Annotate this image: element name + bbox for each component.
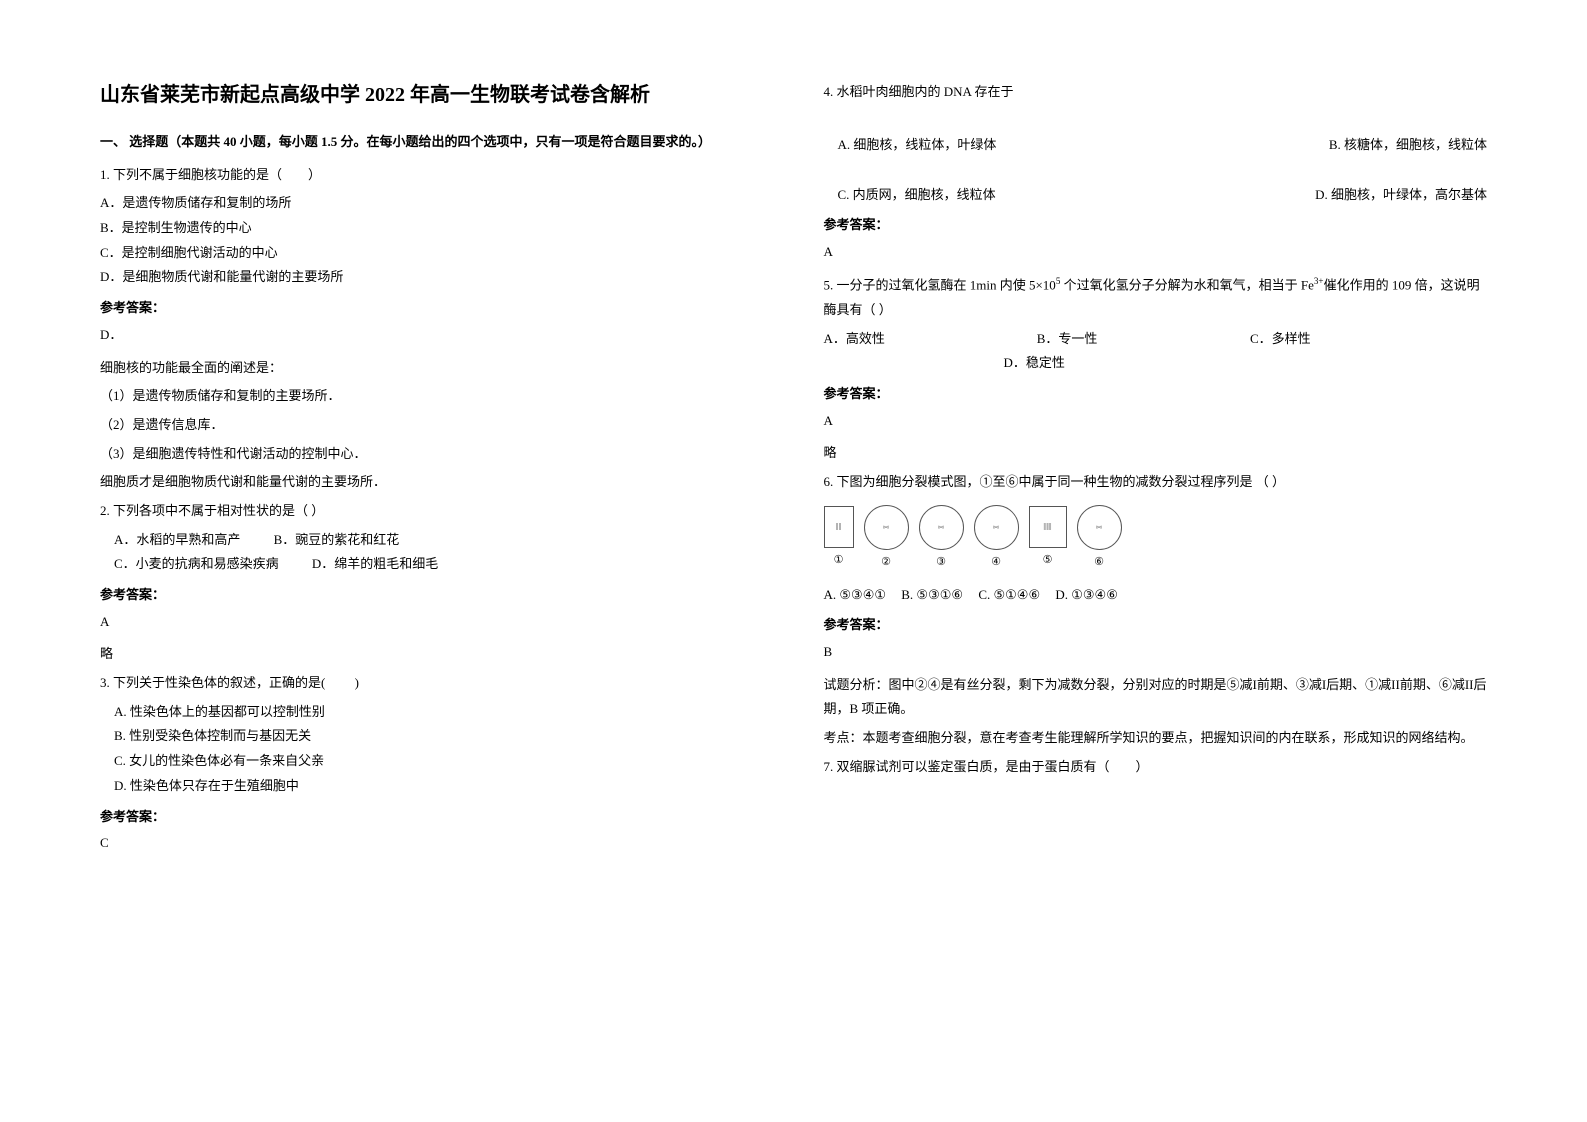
q2-opt-a: A．水稻的早熟和高产 — [114, 528, 240, 553]
q1-text: 1. 下列不属于细胞核功能的是（ ） — [100, 163, 764, 188]
cell-6-label: ⑥ — [1077, 552, 1122, 573]
q1-opt-a: A．是遗传物质储存和复制的场所 — [100, 191, 764, 216]
q6-opt-b: B. ⑤③①⑥ — [901, 583, 963, 608]
question-2: 2. 下列各项中不属于相对性状的是（ ） A．水稻的早熟和高产 B．豌豆的紫花和… — [100, 499, 764, 667]
cell-6-shape: ⑅ — [1077, 505, 1122, 550]
q6-answer: B — [824, 640, 1488, 665]
cell-5: ‖‖‖ ⑤ — [1029, 506, 1067, 571]
q6-answer-label: 参考答案： — [824, 613, 1488, 638]
q6-opt-c: C. ⑤①④⑥ — [978, 583, 1040, 608]
exam-title: 山东省莱芜市新起点高级中学 2022 年高一生物联考试卷含解析 — [100, 80, 764, 110]
q4-answer: A — [824, 240, 1488, 265]
q4-opt-d: D. 细胞核，叶绿体，高尔基体 — [1315, 183, 1487, 208]
q2-opt-d: D．绵羊的粗毛和细毛 — [312, 552, 438, 577]
q4-text: 4. 水稻叶肉细胞内的 DNA 存在于 — [824, 80, 1488, 105]
q3-opt-a: A. 性染色体上的基因都可以控制性别 — [114, 700, 764, 725]
q4-options: A. 细胞核，线粒体，叶绿体 B. 核糖体，细胞核，线粒体 C. 内质网，细胞核… — [824, 133, 1488, 207]
q6-diagram: ‖‖ ① ⑅ ② ⑅ ③ ⑅ ④ ‖‖‖ ⑤ — [824, 505, 1488, 573]
cell-5-label: ⑤ — [1029, 550, 1067, 571]
cell-3-shape: ⑅ — [919, 505, 964, 550]
question-7: 7. 双缩脲试剂可以鉴定蛋白质，是由于蛋白质有（ ） — [824, 755, 1488, 780]
q3-answer: C — [100, 831, 764, 856]
q5-exp: 略 — [824, 441, 1488, 466]
cell-1-label: ① — [824, 550, 854, 571]
q7-text: 7. 双缩脲试剂可以鉴定蛋白质，是由于蛋白质有（ ） — [824, 755, 1488, 780]
q3-answer-label: 参考答案： — [100, 805, 764, 830]
q4-answer-label: 参考答案： — [824, 213, 1488, 238]
q1-options: A．是遗传物质储存和复制的场所 B．是控制生物遗传的中心 C．是控制细胞代谢活动… — [100, 191, 764, 290]
q4-opt-a: A. 细胞核，线粒体，叶绿体 — [824, 133, 997, 158]
cell-2: ⑅ ② — [864, 505, 909, 573]
cell-1-shape: ‖‖ — [824, 506, 854, 548]
q3-options: A. 性染色体上的基因都可以控制性别 B. 性别受染色体控制而与基因无关 C. … — [100, 700, 764, 799]
q1-exp3: （2）是遗传信息库． — [100, 413, 764, 438]
q5-text: 5. 一分子的过氧化氢酶在 1min 内使 5×105 个过氧化氢分子分解为水和… — [824, 273, 1488, 323]
cell-3: ⑅ ③ — [919, 505, 964, 573]
q2-answer-label: 参考答案： — [100, 583, 764, 608]
q4-opt-b: B. 核糖体，细胞核，线粒体 — [1329, 133, 1487, 158]
cell-2-shape: ⑅ — [864, 505, 909, 550]
q2-answer: A — [100, 610, 764, 635]
page-container: 山东省莱芜市新起点高级中学 2022 年高一生物联考试卷含解析 一、 选择题（本… — [100, 80, 1487, 864]
q3-opt-d: D. 性染色体只存在于生殖细胞中 — [114, 774, 764, 799]
left-column: 山东省莱芜市新起点高级中学 2022 年高一生物联考试卷含解析 一、 选择题（本… — [100, 80, 764, 864]
question-3: 3. 下列关于性染色体的叙述，正确的是( ) A. 性染色体上的基因都可以控制性… — [100, 671, 764, 856]
q1-answer: D． — [100, 323, 764, 348]
q6-opt-a: A. ⑤③④① — [824, 583, 887, 608]
section-1-header: 一、 选择题（本题共 40 小题，每小题 1.5 分。在每小题给出的四个选项中，… — [100, 130, 764, 155]
q5-opt-c: C．多样性 — [1250, 327, 1311, 352]
cell-4: ⑅ ④ — [974, 505, 1019, 573]
q2-options: A．水稻的早熟和高产 B．豌豆的紫花和红花 C．小麦的抗病和易感染疾病 D．绵羊… — [100, 528, 764, 577]
q3-text: 3. 下列关于性染色体的叙述，正确的是( ) — [100, 671, 764, 696]
cell-4-label: ④ — [974, 552, 1019, 573]
q1-exp5: 细胞质才是细胞物质代谢和能量代谢的主要场所． — [100, 470, 764, 495]
q2-opt-b: B．豌豆的紫花和红花 — [274, 528, 400, 553]
q5-answer: A — [824, 409, 1488, 434]
q5-opt-b: B．专一性 — [1037, 327, 1217, 352]
cell-3-label: ③ — [919, 552, 964, 573]
q1-exp4: （3）是细胞遗传特性和代谢活动的控制中心． — [100, 442, 764, 467]
q1-opt-c: C．是控制细胞代谢活动的中心 — [100, 241, 764, 266]
q2-opt-c: C．小麦的抗病和易感染疾病 — [114, 552, 279, 577]
cell-1: ‖‖ ① — [824, 506, 854, 571]
question-4: 4. 水稻叶肉细胞内的 DNA 存在于 A. 细胞核，线粒体，叶绿体 B. 核糖… — [824, 80, 1488, 265]
q5-opt-d: D．稳定性 — [1004, 351, 1065, 376]
q1-exp1: 细胞核的功能最全面的阐述是： — [100, 356, 764, 381]
right-column: 4. 水稻叶肉细胞内的 DNA 存在于 A. 细胞核，线粒体，叶绿体 B. 核糖… — [824, 80, 1488, 864]
q5-sup2: 3+ — [1314, 276, 1324, 286]
cell-5-shape: ‖‖‖ — [1029, 506, 1067, 548]
question-1: 1. 下列不属于细胞核功能的是（ ） A．是遗传物质储存和复制的场所 B．是控制… — [100, 163, 764, 495]
q1-opt-d: D．是细胞物质代谢和能量代谢的主要场所 — [100, 265, 764, 290]
q6-text: 6. 下图为细胞分裂模式图，①至⑥中属于同一种生物的减数分裂过程序列是 （ ） — [824, 470, 1488, 495]
q5-text-pre: 5. 一分子的过氧化氢酶在 1min 内使 5×10 — [824, 277, 1056, 292]
q3-opt-c: C. 女儿的性染色体必有一条来自父亲 — [114, 749, 764, 774]
q4-opt-c: C. 内质网，细胞核，线粒体 — [824, 183, 996, 208]
q2-exp: 略 — [100, 642, 764, 667]
q5-options: A．高效性 B．专一性 C．多样性 D．稳定性 — [824, 327, 1488, 376]
q6-opt-d: D. ①③④⑥ — [1055, 583, 1118, 608]
q5-text-mid: 个过氧化氢分子分解为水和氧气，相当于 Fe — [1060, 277, 1314, 292]
cell-4-shape: ⑅ — [974, 505, 1019, 550]
q6-options: A. ⑤③④① B. ⑤③①⑥ C. ⑤①④⑥ D. ①③④⑥ — [824, 583, 1488, 608]
q1-opt-b: B．是控制生物遗传的中心 — [100, 216, 764, 241]
q6-exp1: 试题分析：图中②④是有丝分裂，剩下为减数分裂，分别对应的时期是⑤减I前期、③减I… — [824, 673, 1488, 722]
q2-text: 2. 下列各项中不属于相对性状的是（ ） — [100, 499, 764, 524]
cell-6: ⑅ ⑥ — [1077, 505, 1122, 573]
q5-opt-a: A．高效性 — [824, 327, 1004, 352]
question-6: 6. 下图为细胞分裂模式图，①至⑥中属于同一种生物的减数分裂过程序列是 （ ） … — [824, 470, 1488, 751]
q1-answer-label: 参考答案： — [100, 296, 764, 321]
question-5: 5. 一分子的过氧化氢酶在 1min 内使 5×105 个过氧化氢分子分解为水和… — [824, 273, 1488, 466]
q1-exp2: （1）是遗传物质储存和复制的主要场所． — [100, 384, 764, 409]
q5-answer-label: 参考答案： — [824, 382, 1488, 407]
q6-exp2: 考点：本题考查细胞分裂，意在考查考生能理解所学知识的要点，把握知识间的内在联系，… — [824, 726, 1488, 751]
q3-opt-b: B. 性别受染色体控制而与基因无关 — [114, 724, 764, 749]
cell-2-label: ② — [864, 552, 909, 573]
